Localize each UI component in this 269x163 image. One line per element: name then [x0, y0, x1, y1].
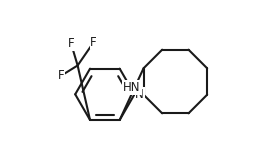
- Text: HN: HN: [123, 81, 140, 94]
- Text: N: N: [135, 88, 144, 101]
- Text: F: F: [58, 69, 64, 82]
- Text: F: F: [68, 37, 75, 50]
- Text: F: F: [90, 36, 97, 49]
